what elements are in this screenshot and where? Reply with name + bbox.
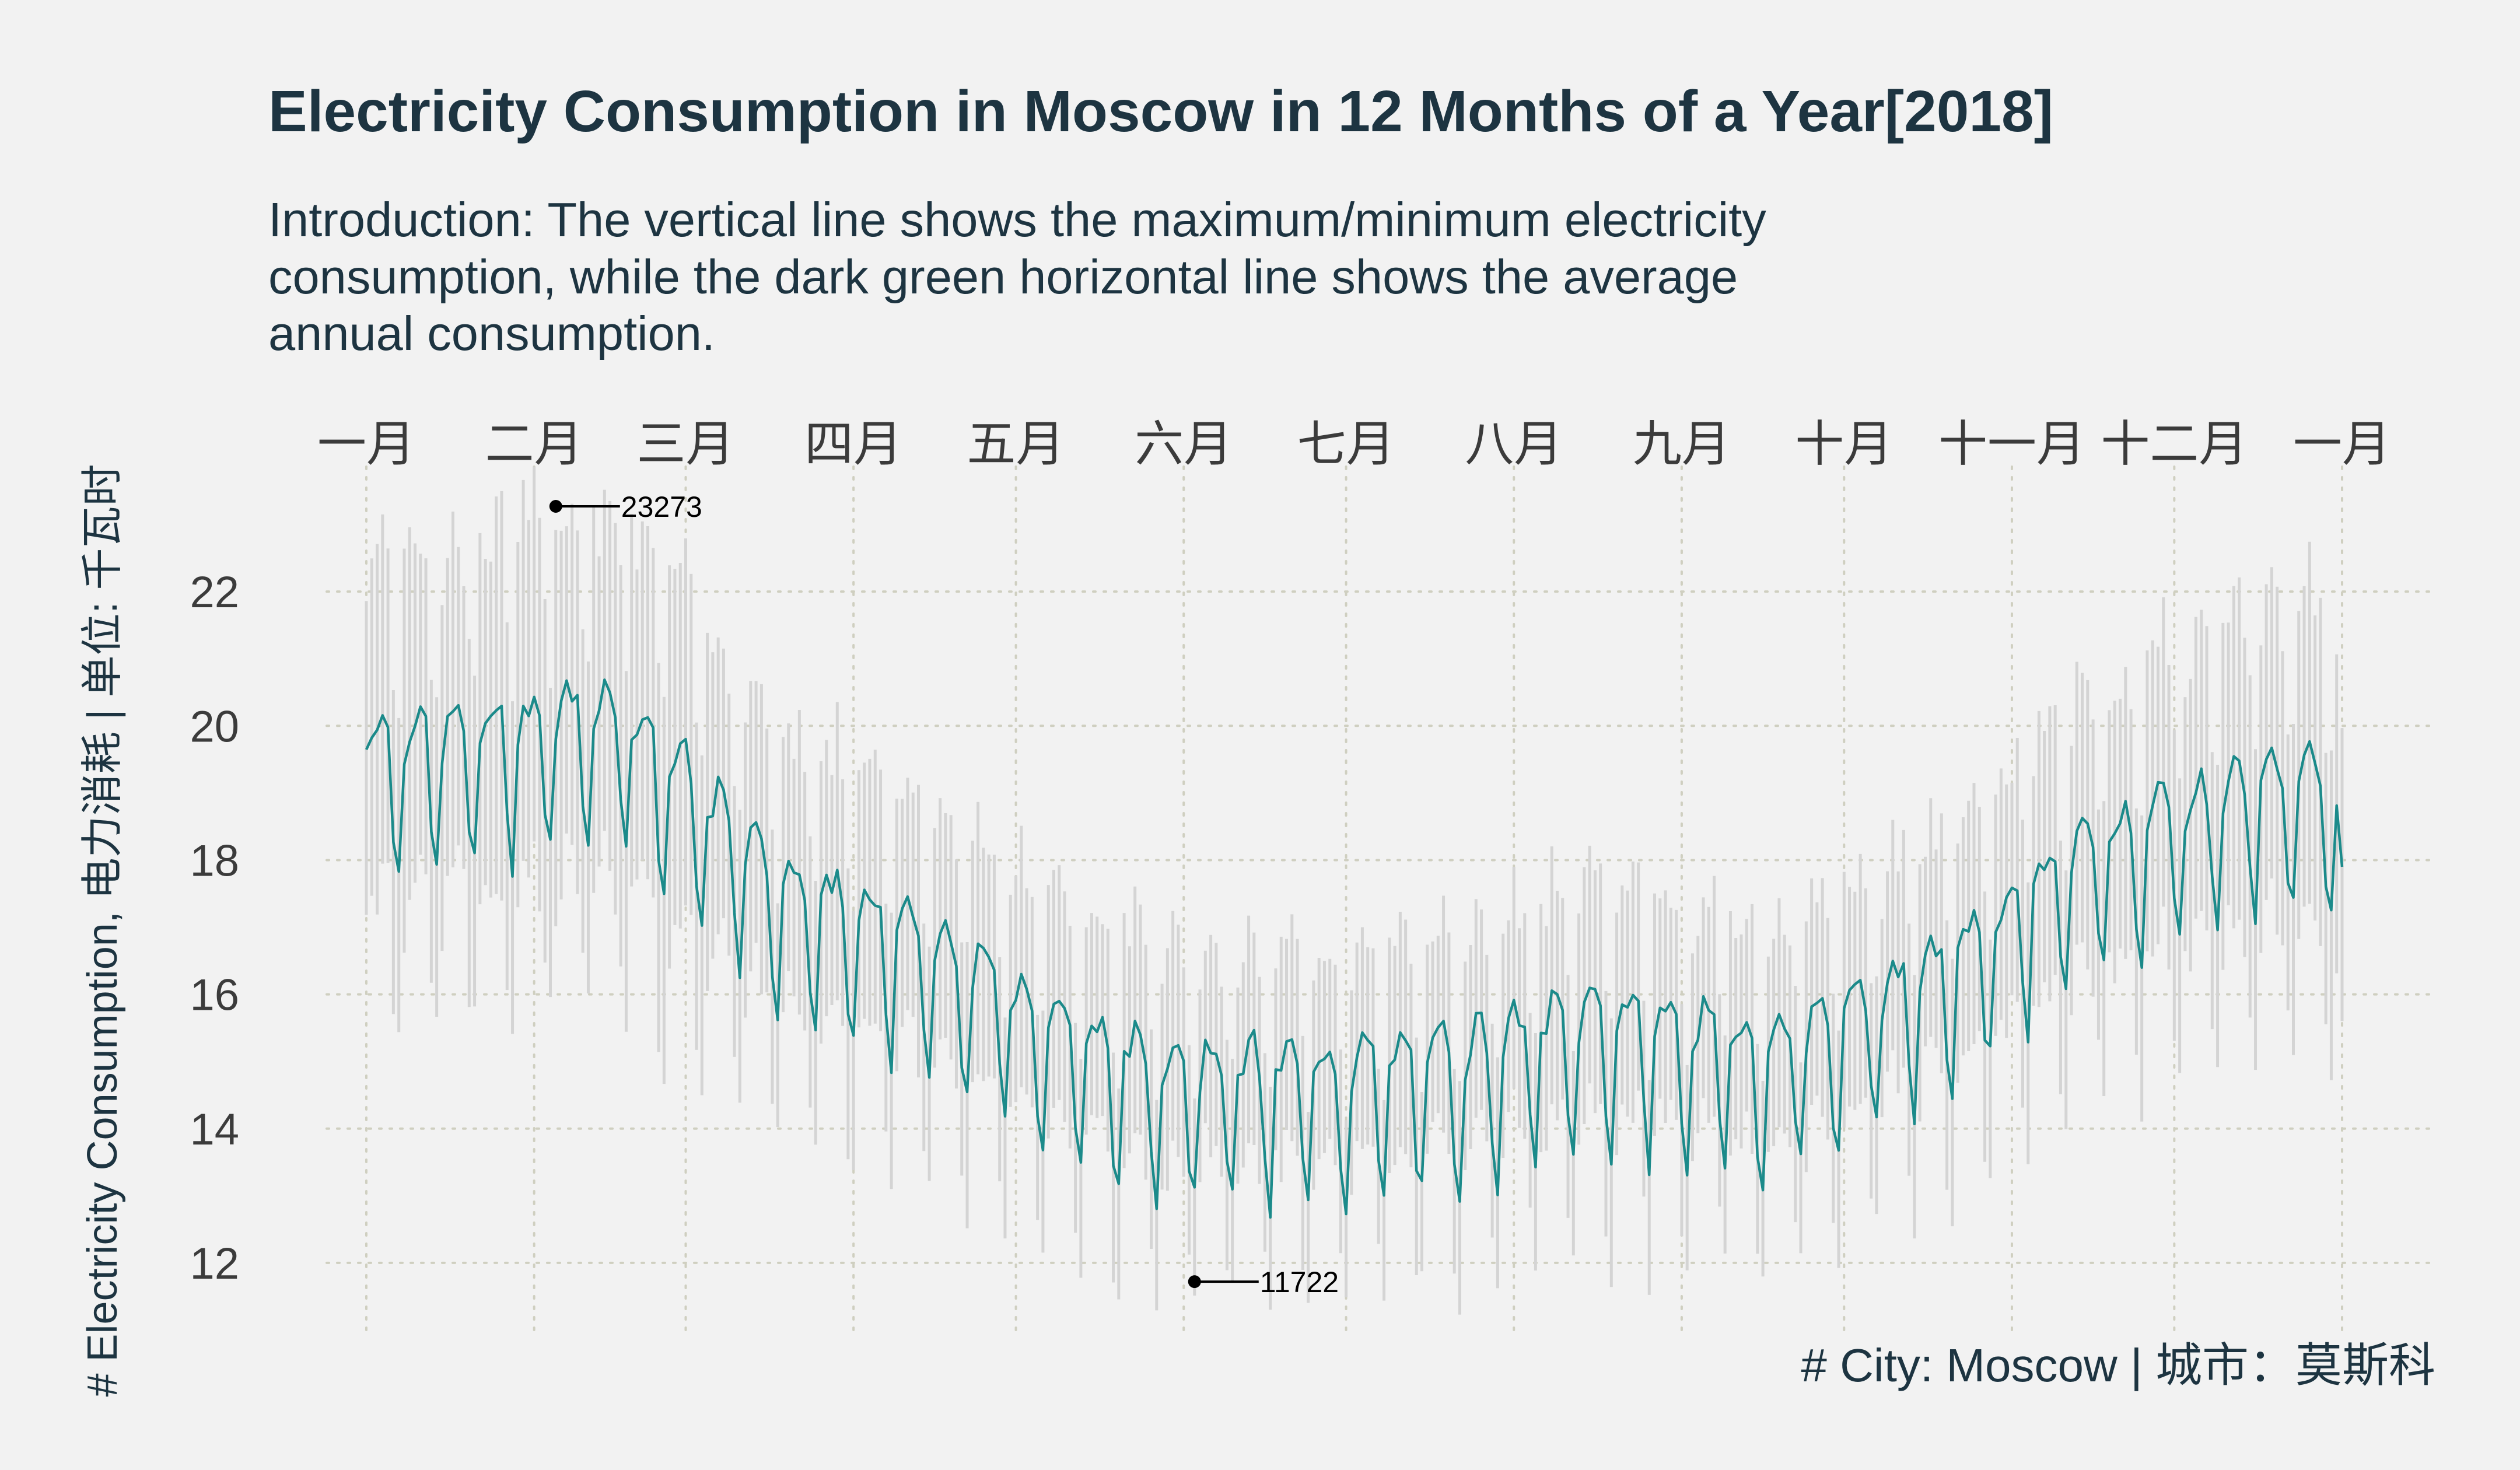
y-tick-labels: 12 14 16 18 20 22 [190,568,239,1289]
x-tick-label: 三月 [636,415,734,473]
x-tick-label: 四月 [804,415,902,473]
y-tick-label: 18 [190,836,239,886]
x-tick-label: 一月 [2293,415,2391,473]
x-tick-label: 十一月 [1938,415,2085,473]
x-tick-label: 七月 [1297,415,1395,473]
x-tick-label: 一月 [317,415,415,473]
y-tick-label: 16 [190,971,239,1020]
y-tick-label: 20 [190,702,239,751]
x-tick-label: 十月 [1795,415,1893,473]
daily-average-line [365,678,2344,1219]
chart-caption: # City: Moscow | 城市：莫斯科 [1801,1339,2435,1391]
x-tick-label: 五月 [967,415,1065,473]
subtitle-line-3: annual consumption. [268,306,715,360]
average-line-group [365,678,2344,1219]
x-tick-label: 六月 [1135,415,1233,473]
chart-subtitle: Introduction: The vertical line shows th… [268,192,1766,360]
y-tick-label: 14 [190,1105,239,1154]
subtitle-line-2: consumption, while the dark green horizo… [268,250,1738,304]
x-tick-label: 九月 [1633,415,1731,473]
chart-title: Electricity Consumption in Moscow in 12 … [268,79,2053,144]
y-tick-label: 22 [190,568,239,617]
x-tick-labels: 一月 二月 三月 四月 五月 六月 七月 八月 九月 十月 十一月 十二月 一月 [317,415,2391,473]
x-tick-label: 八月 [1465,415,1563,473]
x-tick-label: 二月 [485,415,583,473]
x-tick-label: 十二月 [2101,415,2248,473]
y-tick-label: 12 [190,1239,239,1289]
max-value-label: 23273 [621,491,702,523]
annotations: 23273 11722 [549,491,1339,1298]
y-axis-label: # Electricity Consumption, 电力消耗 | 单位: 千瓦… [79,464,126,1396]
subtitle-line-1: Introduction: The vertical line shows th… [268,192,1766,247]
min-value-label: 11722 [1260,1266,1339,1298]
